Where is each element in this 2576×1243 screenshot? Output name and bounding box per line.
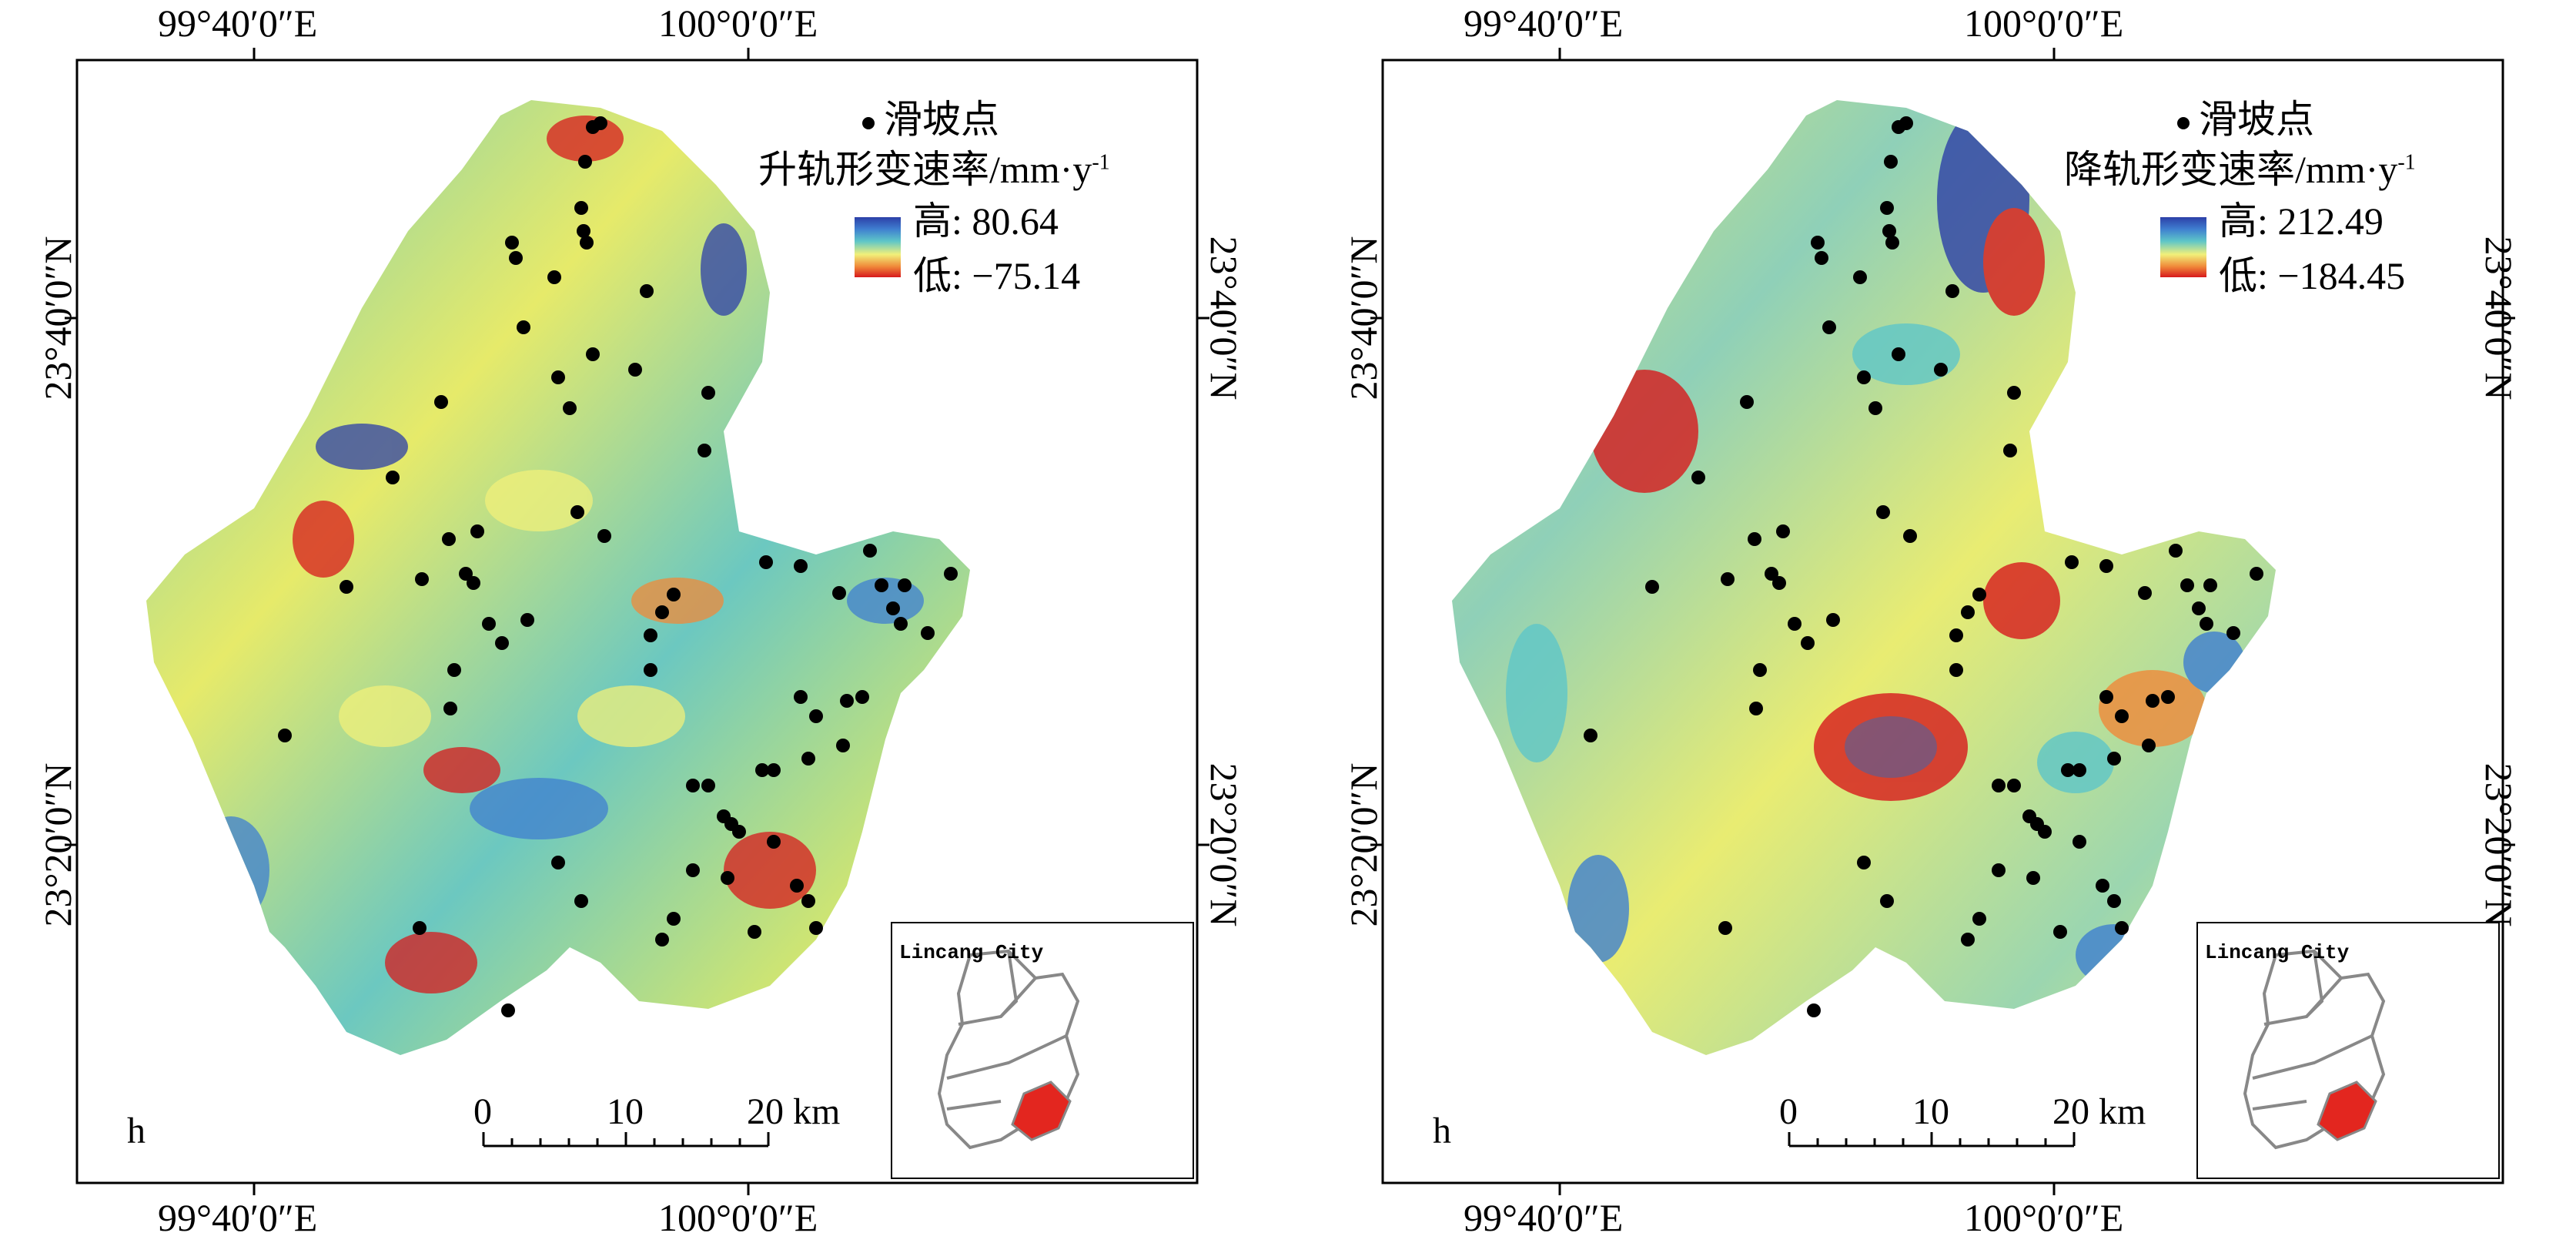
inset-locator-map	[2196, 922, 2500, 1179]
top-lon-label-1: 99°40′0″E	[158, 2, 318, 45]
legend-low-label: 低: −75.14	[913, 254, 1081, 297]
scale-label-10: 10	[1912, 1091, 1949, 1132]
map-frame	[75, 59, 1199, 1184]
inset-title: Lincang City	[2205, 941, 2350, 964]
scale-label-20: 20 km	[747, 1091, 841, 1132]
graticule-ticks	[65, 48, 1209, 1195]
bottom-lon-label-2: 100°0′0″E	[1964, 1196, 2124, 1239]
right-lat-label-1: 23°40′0″N	[1203, 236, 1246, 400]
panel-letter: h	[1433, 1111, 1451, 1151]
legend-low-label: 低: −184.45	[2219, 254, 2406, 297]
left-lat-label-2: 23°20′0″N	[36, 762, 79, 927]
landslide-point-icon	[2177, 117, 2190, 129]
map-panel-ascending: 99°40′0″E 100°0′0″E 99°40′0″E 100°0′0″E …	[36, 2, 1246, 1239]
inset-locator-map	[891, 922, 1194, 1179]
bottom-lon-label-2: 100°0′0″E	[658, 1196, 818, 1239]
scale-bar	[482, 1132, 770, 1148]
scale-label-20: 20 km	[2052, 1091, 2146, 1132]
map-panel-descending: 99°40′0″E 100°0′0″E 99°40′0″E 100°0′0″E …	[1306, 0, 2576, 1243]
deformation-raster	[1452, 100, 2276, 1055]
right-lat-label-1: 23°40′0″N	[2477, 236, 2521, 400]
landslide-points	[278, 116, 958, 1017]
map-canvas-ascending	[65, 48, 1209, 1195]
legend-point-label: 滑坡点	[2199, 98, 2314, 141]
right-lat-label-2: 23°20′0″N	[2477, 762, 2521, 927]
left-lat-label-1: 23°40′0″N	[1342, 236, 1385, 400]
inset-title: Lincang City	[899, 941, 1044, 964]
map-canvas-descending	[1370, 48, 2515, 1195]
right-lat-label-2: 23°20′0″N	[1203, 762, 1246, 927]
legend-rate-title: 升轨形变速率/mm·y-1	[758, 148, 1110, 191]
bottom-lon-label-1: 99°40′0″E	[158, 1196, 318, 1239]
left-lat-label-1: 23°40′0″N	[36, 236, 79, 400]
legend-high-label: 高: 212.49	[2219, 199, 2384, 243]
color-ramp	[2160, 217, 2206, 277]
scale-label-0: 0	[1779, 1091, 1798, 1132]
color-ramp	[855, 217, 901, 277]
landslide-points	[1584, 116, 2263, 1017]
scale-bar	[1788, 1132, 2076, 1148]
map-frame	[1381, 59, 2504, 1184]
panel-letter: h	[127, 1111, 146, 1151]
legend-rate-title: 降轨形变速率/mm·y-1	[2064, 148, 2416, 191]
top-lon-label-1: 99°40′0″E	[1464, 2, 1624, 45]
top-lon-label-2: 100°0′0″E	[1964, 2, 2124, 45]
bottom-lon-label-1: 99°40′0″E	[1464, 1196, 1624, 1239]
legend-point-label: 滑坡点	[884, 98, 999, 141]
landslide-point-icon	[862, 117, 875, 129]
top-lon-label-2: 100°0′0″E	[658, 2, 818, 45]
legend-high-label: 高: 80.64	[913, 199, 1059, 243]
scale-label-10: 10	[607, 1091, 644, 1132]
scale-label-0: 0	[473, 1091, 492, 1132]
graticule-ticks	[1370, 48, 2515, 1195]
left-lat-label-2: 23°20′0″N	[1342, 762, 1385, 927]
